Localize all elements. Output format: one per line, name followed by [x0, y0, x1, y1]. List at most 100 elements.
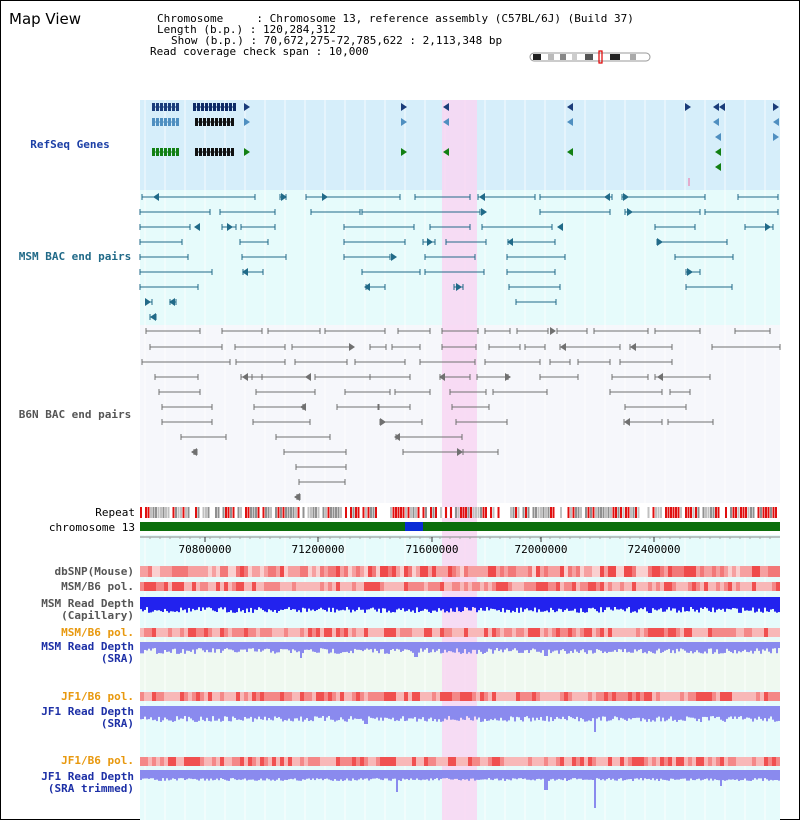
gene-exon[interactable] [152, 103, 155, 111]
gene-direction-marker[interactable] [401, 118, 407, 126]
gene-exon[interactable] [172, 148, 175, 156]
gene-direction-marker[interactable] [713, 103, 719, 111]
gene-exon[interactable] [213, 103, 216, 111]
gene-exon[interactable] [227, 118, 230, 126]
gene-exon[interactable] [156, 118, 159, 126]
gene-exon[interactable] [217, 103, 220, 111]
chromosome-bar[interactable] [140, 522, 780, 531]
gene-direction-marker[interactable] [773, 103, 779, 111]
gene-exon[interactable] [197, 103, 200, 111]
gene-exon[interactable] [160, 103, 163, 111]
gene-exon[interactable] [164, 103, 167, 111]
gene-exon[interactable] [152, 118, 155, 126]
gene-exon[interactable] [164, 118, 167, 126]
gene-direction-marker[interactable] [443, 148, 449, 156]
gene-direction-marker[interactable] [244, 103, 250, 111]
track-label-refseq[interactable]: RefSeq Genes [30, 138, 110, 151]
gene-exon[interactable] [231, 118, 234, 126]
repeat-element [730, 507, 732, 518]
track-label-jf1-b6-pol-2[interactable]: JF1/B6 pol. [61, 754, 134, 767]
gene-direction-marker[interactable] [443, 103, 449, 111]
track-label-jf1-b6-pol-1[interactable]: JF1/B6 pol. [61, 690, 134, 703]
jf1-sra-depth-bar [462, 706, 464, 720]
gene-exon[interactable] [209, 103, 212, 111]
gene-exon[interactable] [168, 118, 171, 126]
gene-direction-marker[interactable] [567, 118, 573, 126]
chromosome-current-view[interactable] [405, 522, 423, 531]
gene-exon[interactable] [176, 148, 179, 156]
gene-exon[interactable] [207, 148, 210, 156]
gene-exon[interactable] [199, 118, 202, 126]
gene-exon[interactable] [233, 103, 236, 111]
gene-direction-marker[interactable] [567, 148, 573, 156]
jf1-trimmed-depth-bar [402, 770, 404, 779]
gene-exon[interactable] [156, 103, 159, 111]
gene-exon[interactable] [176, 103, 179, 111]
gene-direction-marker[interactable] [244, 148, 250, 156]
track-label-msm-bac[interactable]: MSM BAC end pairs [18, 250, 132, 263]
track-label-msm-read-depth-capillary[interactable]: MSM Read Depth (Capillary) [0, 598, 134, 622]
gene-exon[interactable] [211, 148, 214, 156]
gene-direction-marker[interactable] [401, 148, 407, 156]
jf1-sra-depth-bar [326, 706, 328, 718]
gene-direction-marker[interactable] [567, 103, 573, 111]
gene-exon[interactable] [199, 148, 202, 156]
gene-exon[interactable] [160, 148, 163, 156]
gene-exon[interactable] [215, 148, 218, 156]
gene-exon[interactable] [225, 103, 228, 111]
gene-exon[interactable] [211, 118, 214, 126]
track-label-b6n-bac[interactable]: B6N BAC end pairs [18, 408, 132, 421]
track-label-msm-b6-pol-1[interactable]: MSM/B6 pol. [61, 580, 134, 593]
track-label-msm-b6-pol-2[interactable]: MSM/B6 pol. [61, 626, 134, 639]
gene-exon[interactable] [168, 103, 171, 111]
gene-exon[interactable] [223, 118, 226, 126]
gene-exon[interactable] [229, 103, 232, 111]
gene-direction-marker[interactable] [715, 163, 721, 171]
msm-b6-pol-cell [720, 628, 724, 637]
gene-exon[interactable] [215, 118, 218, 126]
gene-exon[interactable] [231, 148, 234, 156]
gene-exon[interactable] [221, 103, 224, 111]
gene-direction-marker[interactable] [401, 103, 407, 111]
gene-exon[interactable] [160, 118, 163, 126]
gene-exon[interactable] [168, 148, 171, 156]
gene-direction-marker[interactable] [773, 133, 779, 141]
gene-direction-marker[interactable] [244, 118, 250, 126]
gene-exon[interactable] [219, 148, 222, 156]
gene-exon[interactable] [201, 103, 204, 111]
gene-direction-marker[interactable] [715, 148, 721, 156]
gene-exon[interactable] [195, 148, 198, 156]
gene-exon[interactable] [195, 118, 198, 126]
dbsnp-density-cell [364, 566, 368, 577]
gene-direction-marker[interactable] [713, 118, 719, 126]
gene-exon[interactable] [172, 103, 175, 111]
gene-exon[interactable] [219, 118, 222, 126]
gene-exon[interactable] [203, 118, 206, 126]
gene-exon[interactable] [193, 103, 196, 111]
gene-exon[interactable] [156, 148, 159, 156]
gene-exon[interactable] [223, 148, 226, 156]
gene-exon[interactable] [203, 148, 206, 156]
gene-exon[interactable] [164, 148, 167, 156]
gene-direction-marker[interactable] [715, 133, 721, 141]
track-label-jf1-read-depth-sra[interactable]: JF1 Read Depth (SRA) [0, 706, 134, 730]
jf1-sra-depth-bar [634, 706, 636, 719]
track-label-dbsnp[interactable]: dbSNP(Mouse) [54, 565, 134, 578]
gene-exon[interactable] [205, 103, 208, 111]
gene-exon[interactable] [152, 148, 155, 156]
msm-b6-pol-cell [688, 628, 692, 637]
gene-direction-marker[interactable] [719, 103, 725, 111]
gene-exon[interactable] [172, 118, 175, 126]
track-label-msm-read-depth-sra[interactable]: MSM Read Depth (SRA) [0, 641, 134, 665]
gene-direction-marker[interactable] [685, 103, 691, 111]
msm-b6-pol-cell [308, 628, 312, 637]
track-label-jf1-read-depth-trimmed[interactable]: JF1 Read Depth (SRA trimmed) [0, 771, 134, 795]
gene-direction-marker[interactable] [773, 118, 779, 126]
gene-exon[interactable] [227, 148, 230, 156]
jf1-trimmed-depth-bar [210, 770, 212, 779]
jf1-sra-depth-bar [330, 706, 332, 720]
gene-exon[interactable] [176, 118, 179, 126]
gene-exon[interactable] [207, 118, 210, 126]
gene-direction-marker[interactable] [443, 118, 449, 126]
